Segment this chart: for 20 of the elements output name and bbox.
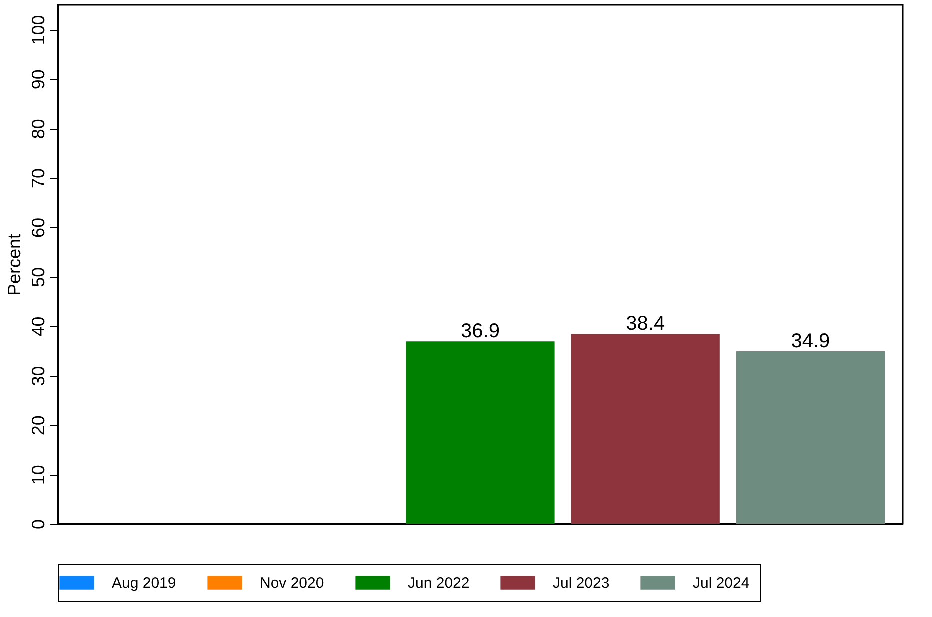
y-tick-label: 10 [28, 465, 48, 486]
y-tick-label: 50 [28, 267, 48, 288]
legend-label: Aug 2019 [112, 575, 176, 592]
y-tick-label: 0 [28, 519, 48, 530]
y-tick-label: 90 [28, 70, 48, 90]
data-label: 36.9 [461, 320, 500, 343]
y-axis-title: Percent [4, 234, 24, 296]
y-tick-label: 20 [28, 416, 48, 436]
y-tick-label: 40 [28, 316, 48, 337]
y-tick-label: 80 [28, 119, 48, 140]
data-label: 38.4 [626, 313, 666, 336]
y-tick-label: 100 [28, 15, 48, 46]
legend-label: Jul 2023 [553, 575, 610, 592]
legend-label: Jul 2024 [693, 575, 750, 592]
data-label: 34.9 [791, 330, 830, 352]
y-tick-label: 30 [28, 366, 48, 386]
legend-label: Nov 2020 [260, 575, 324, 592]
legend-label: Jun 2022 [408, 575, 470, 592]
y-tick-label: 70 [28, 168, 48, 189]
y-tick-label: 60 [28, 218, 48, 238]
